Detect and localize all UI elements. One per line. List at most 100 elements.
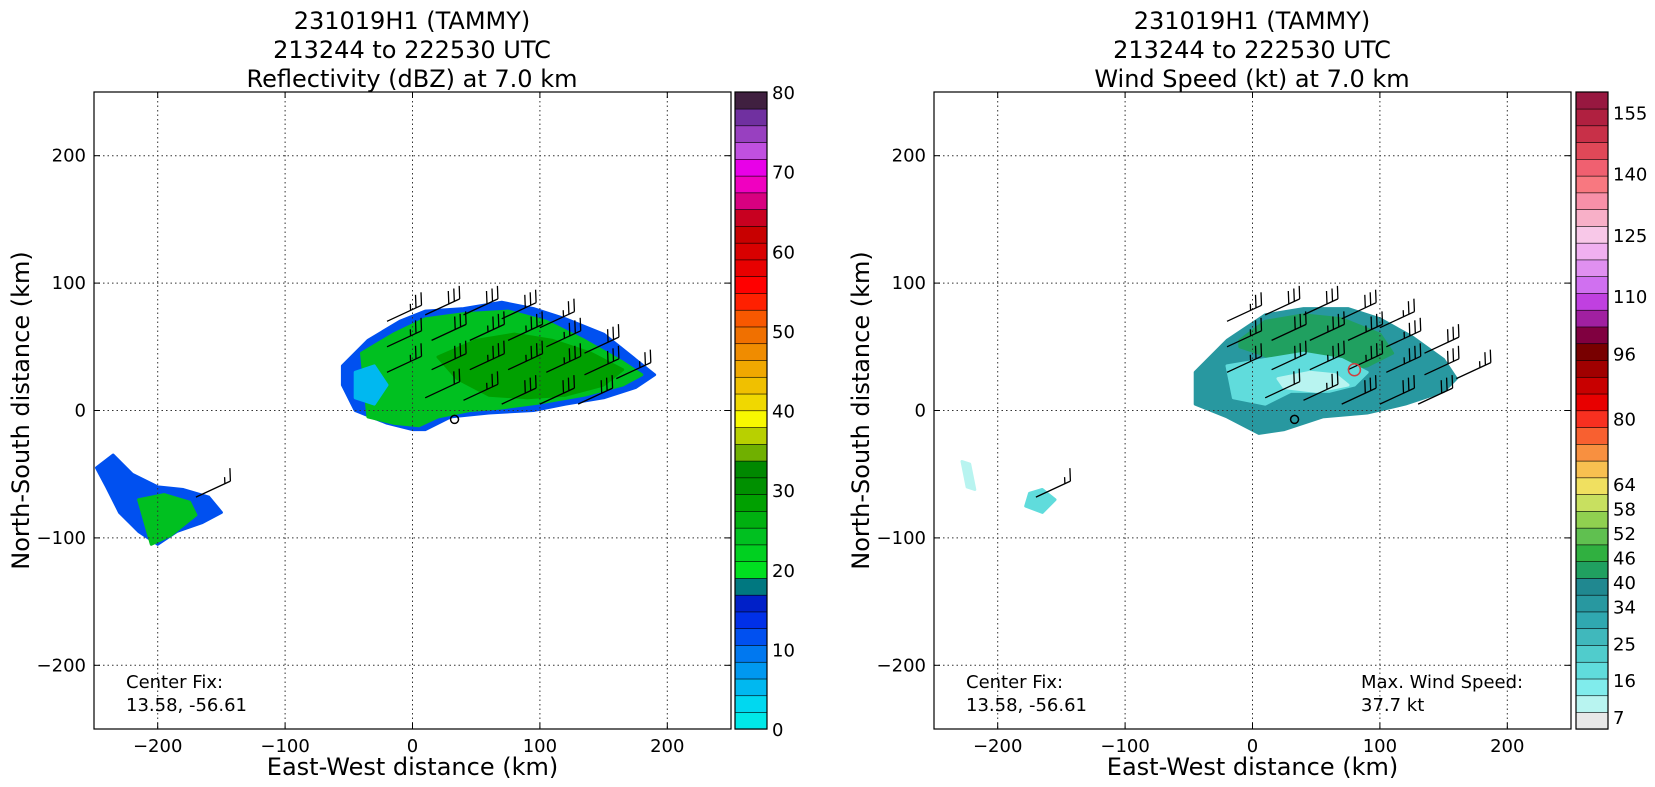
- colorbar-segment: [734, 460, 768, 479]
- colorbar-segment: [1575, 544, 1609, 562]
- colorbar-segment: [1575, 611, 1609, 630]
- y-tick-label: 100: [892, 273, 926, 294]
- annotation-text: 13.58, -56.61: [126, 695, 247, 716]
- wind-barb: [1264, 368, 1301, 399]
- calm-circle: [1289, 414, 1300, 425]
- colorbar-segment: [1575, 376, 1609, 395]
- colorbar-segment: [1575, 175, 1609, 194]
- wind-barb: [1271, 311, 1307, 341]
- colorbar-frame: [1575, 91, 1609, 730]
- wind-barbs: [1035, 285, 1492, 498]
- colorbar-segment: [1575, 494, 1609, 512]
- wind-barb: [507, 340, 544, 371]
- y-tick-label: −100: [37, 528, 86, 549]
- echo-region: [436, 332, 625, 400]
- colorbar-segment: [734, 678, 768, 697]
- wind-barb: [424, 285, 461, 316]
- wind-barb: [424, 368, 461, 399]
- wind-barb: [1347, 311, 1384, 341]
- wind-barb: [463, 371, 499, 401]
- colorbar-tick-label: 60: [772, 242, 795, 263]
- wind-barb: [539, 375, 576, 405]
- wind-barb: [431, 340, 467, 371]
- colorbar-segment: [734, 711, 768, 730]
- colorbar-tick-label: 10: [772, 640, 795, 661]
- colorbar-segment: [734, 510, 768, 529]
- colorbar-segment: [734, 644, 768, 663]
- wind-barb: [1303, 285, 1339, 316]
- colorbar-segment: [734, 242, 768, 261]
- wind-barb: [584, 324, 620, 354]
- wind-barb: [546, 343, 582, 373]
- wind-barb: [1379, 298, 1416, 329]
- colorbar-segment: [1575, 225, 1609, 244]
- colorbar-segment: [1575, 426, 1609, 445]
- colorbar-segment: [1575, 510, 1609, 529]
- wind-barb: [431, 311, 467, 341]
- wind-barb: [1264, 285, 1301, 316]
- echo-region: [1276, 370, 1350, 393]
- colorbar-segment: [734, 108, 768, 127]
- colorbar-segment: [734, 410, 768, 428]
- wind-barb: [1417, 375, 1454, 405]
- annotation-text: Center Fix:: [126, 672, 223, 693]
- colorbar-segment: [1575, 158, 1609, 177]
- colorbar-segment: [1575, 661, 1609, 680]
- echo-region: [960, 460, 977, 491]
- colorbar-tick-label: 40: [1613, 573, 1636, 594]
- colorbar-segment: [1575, 527, 1609, 546]
- wind-barb: [1341, 375, 1377, 405]
- colorbar-segment: [734, 192, 768, 210]
- title-line: Reflectivity (dBZ) at 7.0 km: [247, 65, 578, 93]
- colorbar-segment: [734, 477, 768, 495]
- x-tick-label: 200: [1490, 736, 1524, 757]
- wind-barb: [195, 468, 232, 498]
- x-axis-label: East-West distance (km): [1107, 753, 1398, 781]
- colorbar-segment: [734, 309, 768, 328]
- colorbar-segment: [734, 359, 768, 378]
- colorbar-segment: [734, 594, 768, 613]
- echo-region: [353, 364, 389, 406]
- title-line: 231019H1 (TAMMY): [1134, 7, 1371, 35]
- wind-barbs: [195, 285, 652, 498]
- annotation-text: 37.7 kt: [1361, 695, 1424, 716]
- colorbar-segment: [1575, 644, 1609, 663]
- colorbar-segment: [734, 661, 768, 680]
- x-axis-label: East-West distance (km): [267, 753, 558, 781]
- wind-barb: [1386, 343, 1422, 373]
- reflectivity-panel: 231019H1 (TAMMY)213244 to 222530 UTCRefl…: [7, 7, 795, 781]
- wind-speed-panel: 231019H1 (TAMMY)213244 to 222530 UTCWind…: [847, 7, 1647, 781]
- colorbar-segment: [1575, 577, 1609, 596]
- colorbar-segment: [734, 91, 768, 110]
- echo-region: [137, 493, 198, 546]
- y-tick-label: −200: [37, 655, 86, 676]
- colorbar-segment: [1575, 711, 1609, 730]
- wind-barb: [501, 289, 537, 320]
- wind-barb: [584, 345, 620, 376]
- colorbar-segment: [734, 393, 768, 412]
- wind-barb: [1226, 292, 1263, 322]
- colorbar-tick-label: 64: [1613, 475, 1636, 496]
- colorbar-segment: [1575, 594, 1609, 613]
- colorbar-segment: [734, 443, 768, 462]
- colorbar: 7 16 25 34 40 46 52 58 64 80 96 110 125 140 155: [1575, 91, 1647, 730]
- colorbar-tick-label: 80: [1613, 410, 1636, 431]
- calm-circle: [449, 414, 460, 425]
- colorbar-segment: [734, 527, 768, 546]
- colorbar-segment: [1575, 443, 1609, 462]
- max-wind-marker: [1347, 362, 1362, 377]
- colorbar-tick-label: 7: [1613, 708, 1624, 729]
- colorbar-segment: [734, 561, 768, 579]
- colorbar-segment: [734, 259, 768, 277]
- colorbar-tick-label: 40: [772, 402, 795, 423]
- wind-barb: [469, 311, 505, 341]
- x-tick-label: −200: [133, 736, 182, 757]
- colorbar-segment: [1575, 628, 1609, 646]
- x-tick-label: −100: [1100, 736, 1149, 757]
- y-axis-label: North-South distance (km): [847, 251, 875, 570]
- colorbar-segment: [1575, 695, 1609, 713]
- colorbar-segment: [734, 611, 768, 630]
- colorbar-tick-label: 25: [1613, 634, 1636, 655]
- x-tick-label: 0: [1247, 736, 1258, 757]
